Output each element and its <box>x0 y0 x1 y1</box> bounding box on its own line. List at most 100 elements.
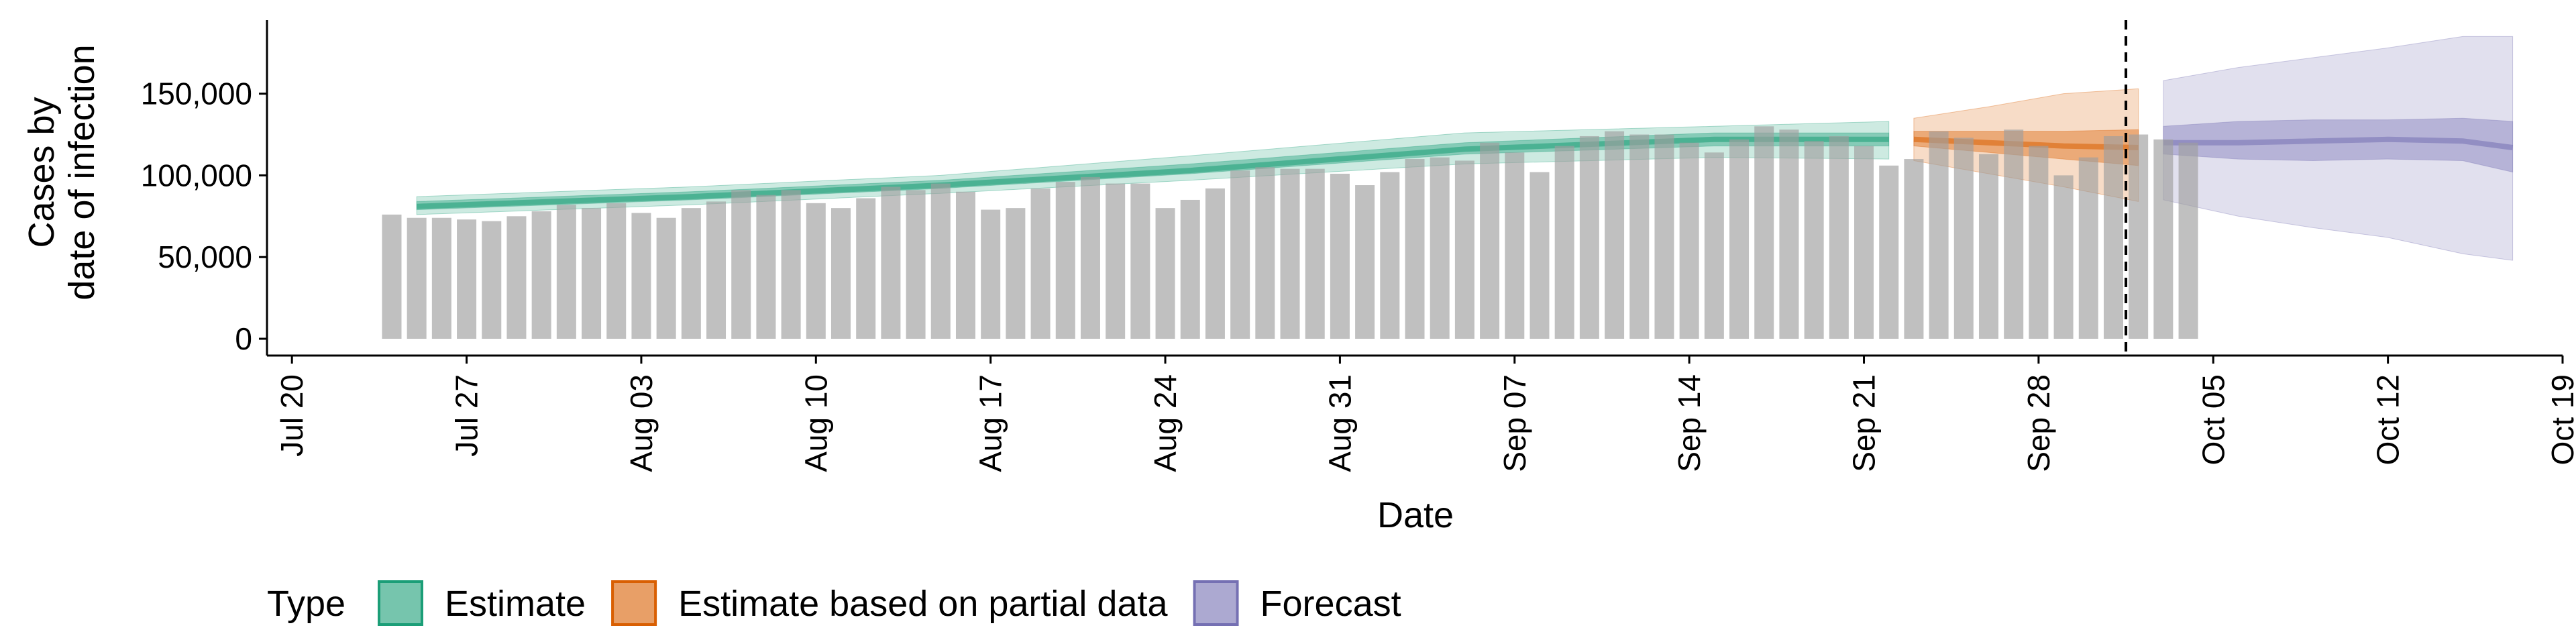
observed-case-bar <box>681 208 701 339</box>
observed-case-bar <box>1305 168 1325 339</box>
observed-case-bar <box>806 203 826 339</box>
observed-case-bar <box>1355 185 1375 339</box>
observed-case-bar <box>556 205 576 339</box>
observed-case-bar <box>1080 176 1100 339</box>
observed-case-bar <box>606 203 627 339</box>
legend-label: Forecast <box>1260 584 1401 624</box>
observed-case-bar <box>1380 172 1400 339</box>
observed-case-bar <box>1205 188 1225 339</box>
observed-case-bar <box>2153 139 2174 339</box>
median-line <box>1913 136 2139 150</box>
y-axis-ticks: 0 50,000 100,000 150,000 <box>141 76 267 356</box>
observed-case-bar <box>631 213 651 339</box>
observed-case-bars <box>382 126 2198 339</box>
observed-case-bar <box>1978 154 1999 339</box>
x-tick-label: Aug 31 <box>1322 374 1357 472</box>
observed-case-bar <box>1804 141 1824 339</box>
observed-case-bar <box>1579 136 1599 339</box>
observed-case-bar <box>1754 126 1774 339</box>
observed-case-bar <box>955 191 975 339</box>
observed-case-bar <box>1904 159 1924 339</box>
legend-swatch <box>1193 580 1239 626</box>
observed-case-bar <box>1230 170 1250 339</box>
legend-title: Type <box>267 584 345 624</box>
observed-case-bar <box>1829 136 1849 339</box>
x-tick-label: Oct 12 <box>2371 374 2406 466</box>
x-tick-label: Oct 05 <box>2196 374 2231 466</box>
observed-case-bar <box>1055 182 1075 339</box>
observed-case-bar <box>1529 172 1550 339</box>
observed-case-bar <box>981 209 1001 339</box>
observed-case-bar <box>1454 160 1474 339</box>
observed-case-bar <box>1629 134 1650 339</box>
legend-label: Estimate based on partial data <box>678 584 1168 624</box>
observed-case-bar <box>706 201 727 339</box>
observed-case-bar <box>2129 134 2149 339</box>
observed-case-bar <box>781 190 801 339</box>
legend-label: Estimate <box>445 584 586 624</box>
observed-case-bar <box>382 214 402 339</box>
observed-case-bar <box>2053 175 2074 339</box>
observed-case-bar <box>1180 199 1200 339</box>
x-axis-ticks: Jul 20 Jul 27 Aug 03 Aug 10 Aug 17 Aug 24 Aug … <box>274 356 2576 472</box>
observed-case-bar <box>1953 138 1974 339</box>
median-line <box>417 136 1889 209</box>
observed-case-bar <box>1330 173 1350 339</box>
observed-case-bar <box>482 221 502 339</box>
x-tick-label: Sep 07 <box>1497 374 1532 472</box>
observed-case-bar <box>1430 157 1450 339</box>
observed-case-bar <box>2103 136 2123 339</box>
observed-case-bar <box>1006 208 1026 339</box>
x-tick-label: Aug 17 <box>973 374 1008 472</box>
observed-case-bar <box>1929 131 1949 339</box>
observed-case-bar <box>1405 159 1425 339</box>
legend-swatch <box>611 580 657 626</box>
observed-case-bar <box>407 217 427 339</box>
observed-case-bar <box>1554 146 1574 339</box>
observed-case-bar <box>582 208 602 339</box>
observed-case-bar <box>1729 139 1750 339</box>
observed-case-bar <box>2178 142 2198 339</box>
observed-case-bar <box>756 195 776 339</box>
x-tick-label: Sep 14 <box>1672 374 1707 472</box>
observed-case-bar <box>2004 129 2024 339</box>
observed-case-bar <box>1704 152 1724 339</box>
observed-case-bar <box>531 211 551 339</box>
observed-case-bar <box>881 186 901 339</box>
observed-case-bar <box>1255 167 1275 339</box>
observed-case-bar <box>1654 134 1674 339</box>
observed-case-bar <box>506 216 527 339</box>
x-tick-label: Jul 27 <box>449 374 484 457</box>
observed-case-bar <box>1605 131 1625 339</box>
observed-case-bar <box>906 190 926 339</box>
observed-case-bar <box>1854 146 1874 339</box>
observed-case-bar <box>1130 183 1150 339</box>
x-axis-title: Date <box>1377 495 1454 535</box>
observed-case-bar <box>1505 152 1525 339</box>
observed-case-bar <box>1779 129 1799 339</box>
observed-case-bar <box>930 183 951 339</box>
observed-case-bar <box>830 208 851 339</box>
y-tick-label: 50,000 <box>158 239 252 274</box>
observed-case-bar <box>656 217 676 339</box>
x-tick-label: Aug 24 <box>1148 374 1183 472</box>
observed-case-bar <box>856 198 876 339</box>
observed-case-bar <box>431 217 451 339</box>
observed-case-bar <box>1030 188 1051 339</box>
y-tick-label: 0 <box>235 321 252 356</box>
observed-case-bar <box>1679 142 1699 339</box>
observed-case-bar <box>1280 168 1300 339</box>
outer-interval-band <box>2163 36 2514 261</box>
median-line <box>2163 136 2514 150</box>
observed-case-bar <box>1106 183 1126 339</box>
x-tick-label: Oct 19 <box>2545 374 2576 466</box>
y-axis-title-line-2: date of infection <box>62 44 102 300</box>
y-axis-title-line-1: Cases by <box>21 97 62 248</box>
observed-case-bar <box>2029 146 2049 339</box>
observed-case-bar <box>731 190 751 339</box>
y-tick-label: 150,000 <box>141 76 252 111</box>
x-tick-label: Aug 03 <box>624 374 659 472</box>
observed-case-bar <box>1480 142 1500 339</box>
legend-swatch <box>378 580 423 626</box>
